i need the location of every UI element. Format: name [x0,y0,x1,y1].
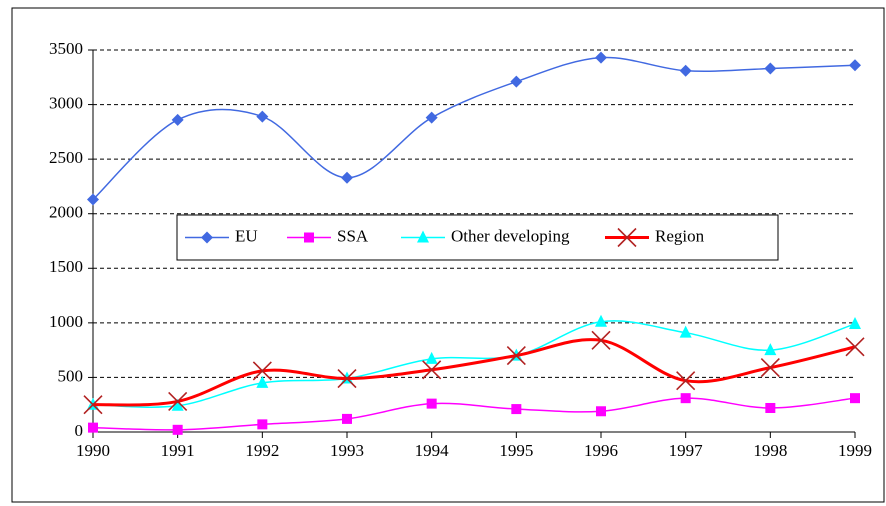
y-tick-label: 3500 [49,39,83,58]
x-tick-label: 1993 [330,441,364,460]
point [511,404,522,415]
point [172,424,183,435]
point [171,398,184,411]
y-tick-label: 2500 [49,148,83,167]
point [845,337,865,357]
point [252,361,272,381]
x-tick-label: 1995 [499,441,533,460]
point [764,62,777,75]
x-tick-label: 1994 [415,441,450,460]
point [850,393,860,404]
point [680,393,691,404]
point [88,422,98,433]
legend-label: SSA [337,226,369,245]
point [337,368,357,389]
point [506,346,526,366]
point [342,413,352,424]
point [341,171,353,184]
point [201,231,213,244]
point [426,398,437,409]
series-line [92,320,856,408]
legend-box [176,214,779,261]
point [595,51,607,64]
x-tick-label: 1997 [669,441,704,460]
point [425,351,438,364]
y-tick-label: 500 [58,366,84,385]
point [849,316,861,329]
y-tick-label: 0 [75,421,84,440]
point [168,391,188,412]
point [257,419,268,430]
point [510,75,523,88]
point [591,330,611,350]
x-tick-label: 1996 [584,441,618,460]
point [425,111,438,124]
point [596,406,606,417]
point [679,325,692,338]
point [617,227,637,248]
y-tick-label: 1500 [49,257,83,276]
point [256,110,269,123]
point [765,402,776,413]
point [679,64,692,77]
point [417,230,429,243]
series-line [92,338,856,407]
y-tick-label: 3000 [49,93,83,112]
point [304,232,314,243]
point [764,343,777,356]
x-tick-label: 1992 [245,441,279,460]
point [171,113,184,126]
point [422,360,442,380]
point [595,314,607,327]
x-tick-label: 1990 [76,441,110,460]
legend-label: EU [235,226,258,245]
point [83,395,103,415]
series-line [92,56,856,201]
series-line [92,397,856,431]
legend-label: Region [655,226,705,245]
point [256,375,269,388]
y-tick-label: 2000 [49,203,83,222]
point [676,371,696,391]
x-tick-label: 1991 [161,441,195,460]
point [760,358,780,378]
legend-label: Other developing [451,226,570,245]
point [849,59,861,72]
x-tick-label: 1998 [753,441,787,460]
point [87,193,99,206]
x-tick-label: 1999 [838,441,872,460]
y-tick-label: 1000 [49,312,83,331]
